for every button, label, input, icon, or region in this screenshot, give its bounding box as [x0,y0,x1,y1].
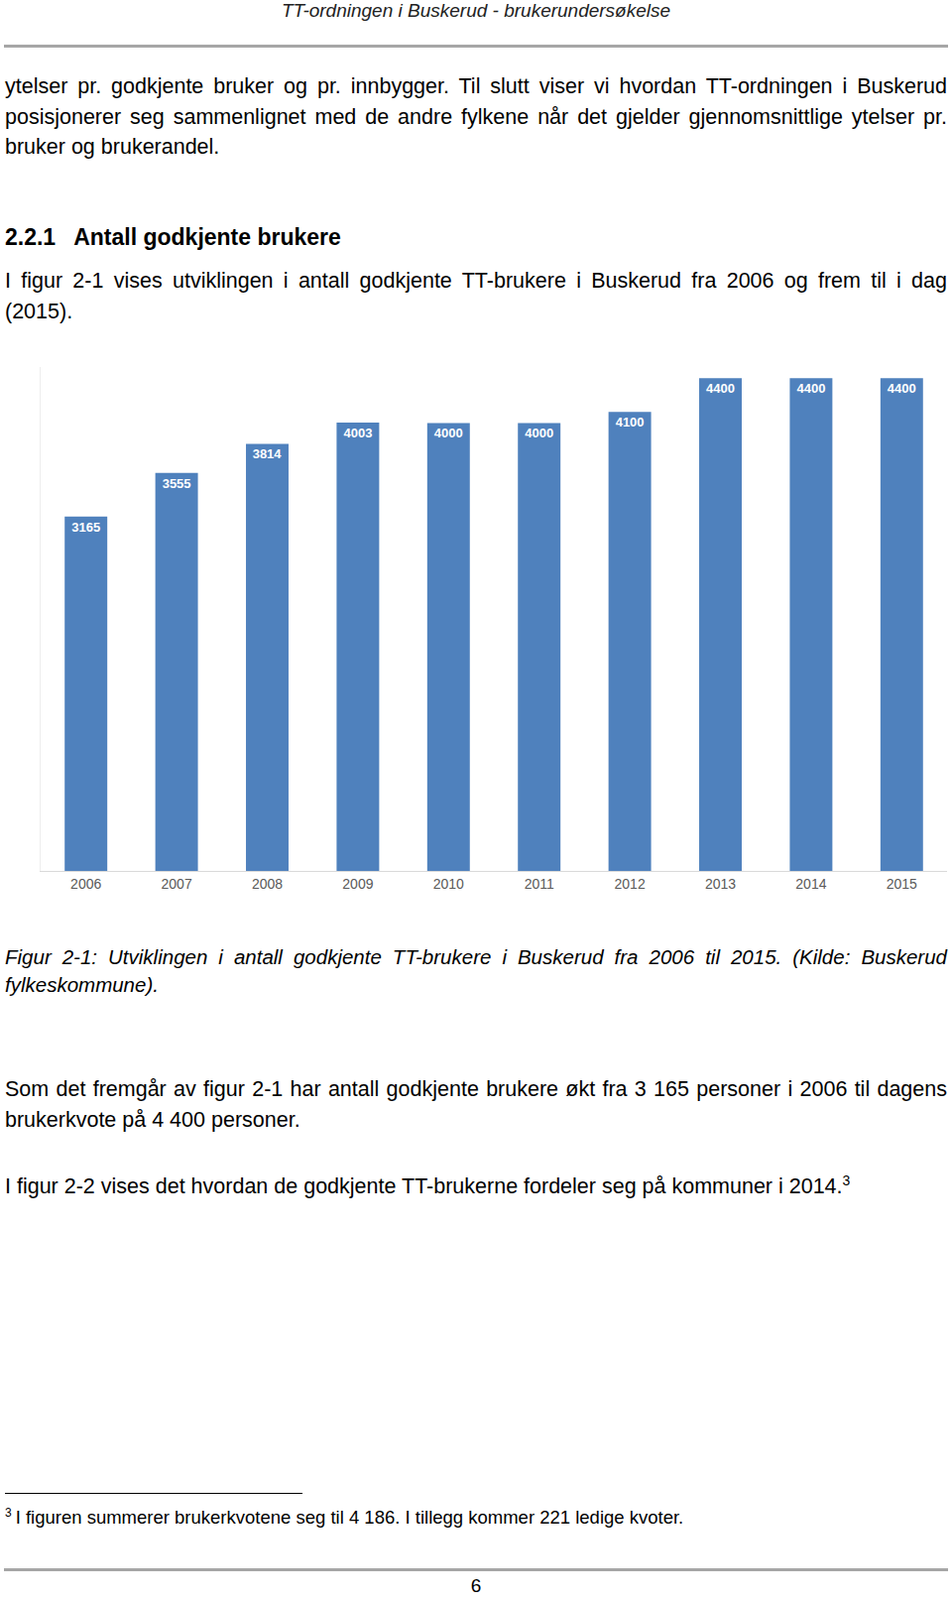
svg-text:2013: 2013 [705,875,736,892]
svg-text:3555: 3555 [162,476,192,491]
svg-text:4100: 4100 [615,414,645,430]
svg-text:2011: 2011 [524,875,555,892]
svg-text:4000: 4000 [524,425,554,441]
svg-text:3814: 3814 [252,446,283,462]
html-text:Figur 2-1: Utviklingen i antal: Figur 2-1: Utviklingen i antall godkjent… [4,945,948,996]
svg-text:2010: 2010 [433,875,465,892]
svg-text:2015: 2015 [886,875,918,892]
html-text:Som det fremgår av figur 2-1 h: Som det fremgår av figur 2-1 har antall … [4,1076,948,1131]
svg-text:2007: 2007 [161,875,193,892]
html-text:ytelser pr. godkjente bruker o: ytelser pr. godkjente bruker og pr. innb… [4,74,948,159]
svg-text:4400: 4400 [796,380,826,396]
html-text:TT-ordningen i Buskerud - bruk: TT-ordningen i Buskerud - brukerundersøk… [281,0,671,21]
svg-text:2014: 2014 [795,875,827,892]
svg-text:4400: 4400 [887,380,917,396]
svg-text:2008: 2008 [251,875,283,892]
svg-text:3165: 3165 [71,519,101,535]
svg-text:4000: 4000 [434,425,464,441]
svg-text:2012: 2012 [614,875,646,892]
html-text:3 I figuren summerer brukerkvo: 3 I figuren summerer brukerkvotene seg t… [4,1505,684,1528]
html-text:Antall godkjente brukere: Antall godkjente brukere [73,224,341,250]
html-text:I figur 2-2 vises det hvordan: I figur 2-2 vises det hvordan de godkjen… [4,1172,851,1199]
svg-text:2009: 2009 [342,875,373,892]
html-text:6: 6 [470,1574,482,1596]
html-text:I figur 2-1 vises utviklingen: I figur 2-1 vises utviklingen i antall g… [4,268,948,323]
svg-text:4400: 4400 [706,380,735,396]
svg-text:2006: 2006 [70,875,102,892]
html-text:2.2.1: 2.2.1 [4,224,56,250]
svg-text:4003: 4003 [343,425,372,441]
